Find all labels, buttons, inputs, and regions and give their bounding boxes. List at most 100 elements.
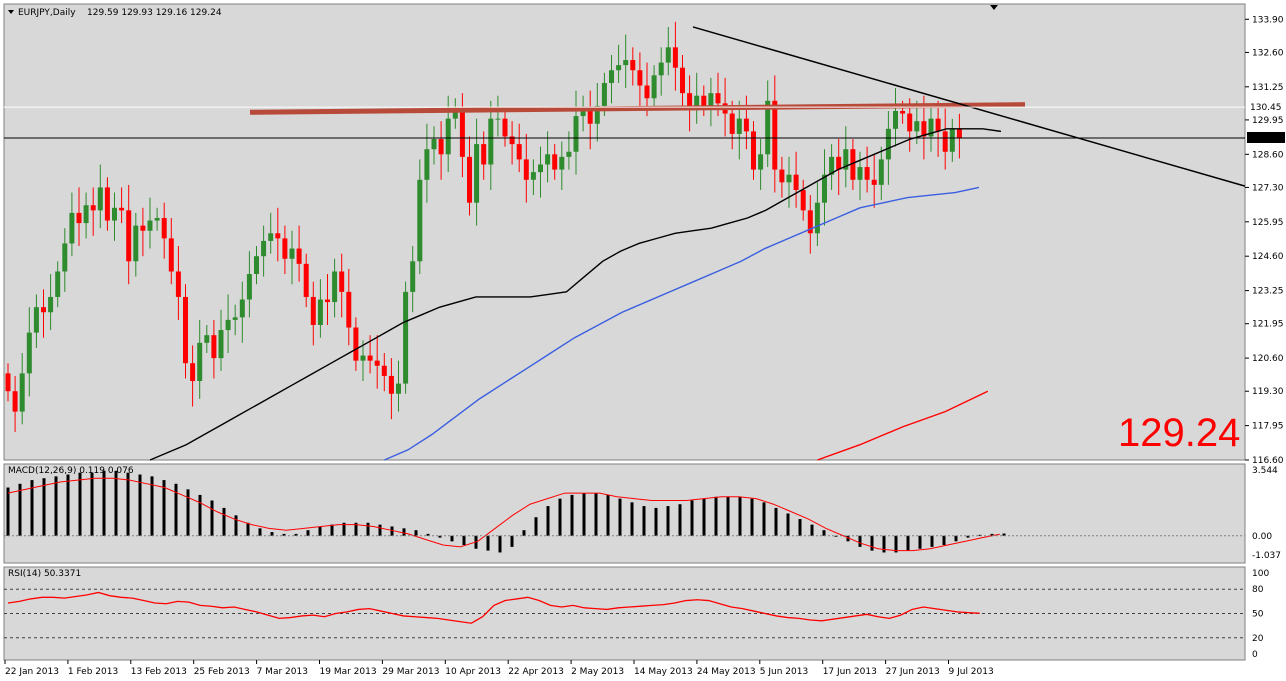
candle-body [907, 113, 913, 132]
price-axis-label: 120.60 [1252, 354, 1284, 364]
macd-histogram-bar [30, 480, 34, 536]
candle-body [829, 156, 835, 175]
macd-histogram-bar [570, 494, 574, 536]
rsi-axis-label: 0 [1252, 650, 1258, 660]
macd-histogram-bar [174, 483, 178, 536]
candle-body [885, 128, 891, 160]
time-axis-label: 19 Mar 2013 [320, 667, 377, 677]
candle-body [388, 375, 394, 394]
candle-body [743, 118, 749, 132]
macd-histogram-bar [582, 493, 586, 536]
candle-body [935, 118, 941, 132]
macd-histogram-bar [678, 504, 682, 536]
candle-body [758, 154, 764, 170]
candle-body [467, 156, 472, 203]
time-axis-label: 2 May 2013 [571, 667, 624, 677]
candle-body [587, 108, 593, 124]
macd-histogram-bar [618, 498, 622, 536]
candle-body [26, 332, 32, 374]
candle-body [33, 307, 39, 333]
candle-body [161, 217, 167, 239]
candle-body [857, 167, 863, 180]
candle-body [672, 47, 678, 68]
candle-body [914, 121, 920, 132]
candle-body [687, 93, 693, 106]
price-axis-label: 119.30 [1252, 387, 1284, 397]
candle-body [112, 207, 117, 221]
candle-body [488, 118, 494, 165]
symbol-label: EURJPY,Daily [18, 8, 76, 18]
candle-body [69, 212, 75, 244]
candle-body [381, 365, 387, 376]
macd-histogram-bar [150, 476, 154, 536]
price-axis-label: 117.95 [1252, 422, 1284, 432]
macd-histogram-bar [918, 535, 922, 549]
candle-body [374, 360, 380, 366]
candle-body [736, 118, 742, 134]
macd-panel [3, 463, 1246, 564]
macd-histogram-bar [534, 517, 538, 536]
candle-body [62, 243, 68, 272]
candle-body [353, 327, 359, 361]
candle-body [339, 271, 345, 292]
candle-body [296, 248, 302, 264]
candle-body [765, 100, 771, 155]
candle-body [310, 296, 316, 325]
candle-body [403, 291, 409, 384]
price-axis-label: 124.60 [1252, 252, 1284, 262]
price-axis-label: 121.95 [1252, 320, 1284, 330]
candle-body [651, 75, 657, 99]
rsi-axis-label: 20 [1252, 634, 1264, 644]
candle-body [367, 355, 373, 361]
candle-body [573, 116, 579, 152]
time-axis-label: 17 Jun 2013 [823, 667, 877, 677]
macd-histogram-bar [738, 496, 742, 536]
macd-histogram-bar [270, 532, 274, 536]
ohlc-label: 129.59 129.93 129.16 129.24 [87, 8, 222, 18]
macd-histogram-bar [126, 472, 130, 536]
time-axis-label: 14 May 2013 [634, 667, 693, 677]
macd-histogram-bar [354, 522, 358, 536]
candle-body [133, 225, 139, 262]
candle-body [246, 274, 252, 300]
time-axis-label: 10 Apr 2013 [445, 667, 501, 677]
macd-histogram-bar [342, 522, 346, 536]
time-axis-label: 25 Feb 2013 [194, 667, 250, 677]
candle-body [459, 108, 465, 157]
candle-body [289, 248, 295, 259]
candle-body [630, 60, 636, 71]
macd-histogram-bar [414, 530, 418, 536]
macd-histogram-bar [438, 535, 442, 538]
candle-body [410, 261, 416, 292]
candle-body [97, 187, 103, 211]
macd-histogram-bar [954, 535, 958, 542]
macd-histogram-bar [714, 496, 718, 536]
candle-body [325, 299, 330, 303]
macd-histogram-bar [642, 506, 646, 536]
time-axis-label: 9 Jul 2013 [949, 667, 994, 677]
macd-histogram-bar [606, 494, 610, 536]
candle-body [552, 154, 558, 170]
candle-body [637, 70, 643, 86]
candle-body [232, 317, 238, 320]
candle-body [594, 105, 600, 124]
macd-histogram-bar [786, 513, 790, 536]
candle-body [878, 159, 884, 185]
high-line-tag-bg [1247, 101, 1285, 113]
chevron-down-icon [8, 10, 14, 14]
price-axis-label: 133.90 [1252, 15, 1284, 25]
macd-histogram-bar [42, 478, 46, 536]
ma-blue-line [384, 186, 980, 461]
macd-histogram-bar [210, 500, 214, 536]
macd-histogram-bar [702, 498, 706, 536]
macd-histogram-bar [378, 524, 382, 536]
macd-histogram-bar [258, 528, 262, 536]
time-axis-label: 24 May 2013 [697, 667, 756, 677]
candle-body [218, 330, 224, 359]
macd-histogram-bar [798, 519, 802, 536]
time-axis-label: 22 Jan 2013 [5, 667, 59, 677]
candle-body [928, 118, 934, 137]
macd-histogram-bar [234, 515, 238, 536]
